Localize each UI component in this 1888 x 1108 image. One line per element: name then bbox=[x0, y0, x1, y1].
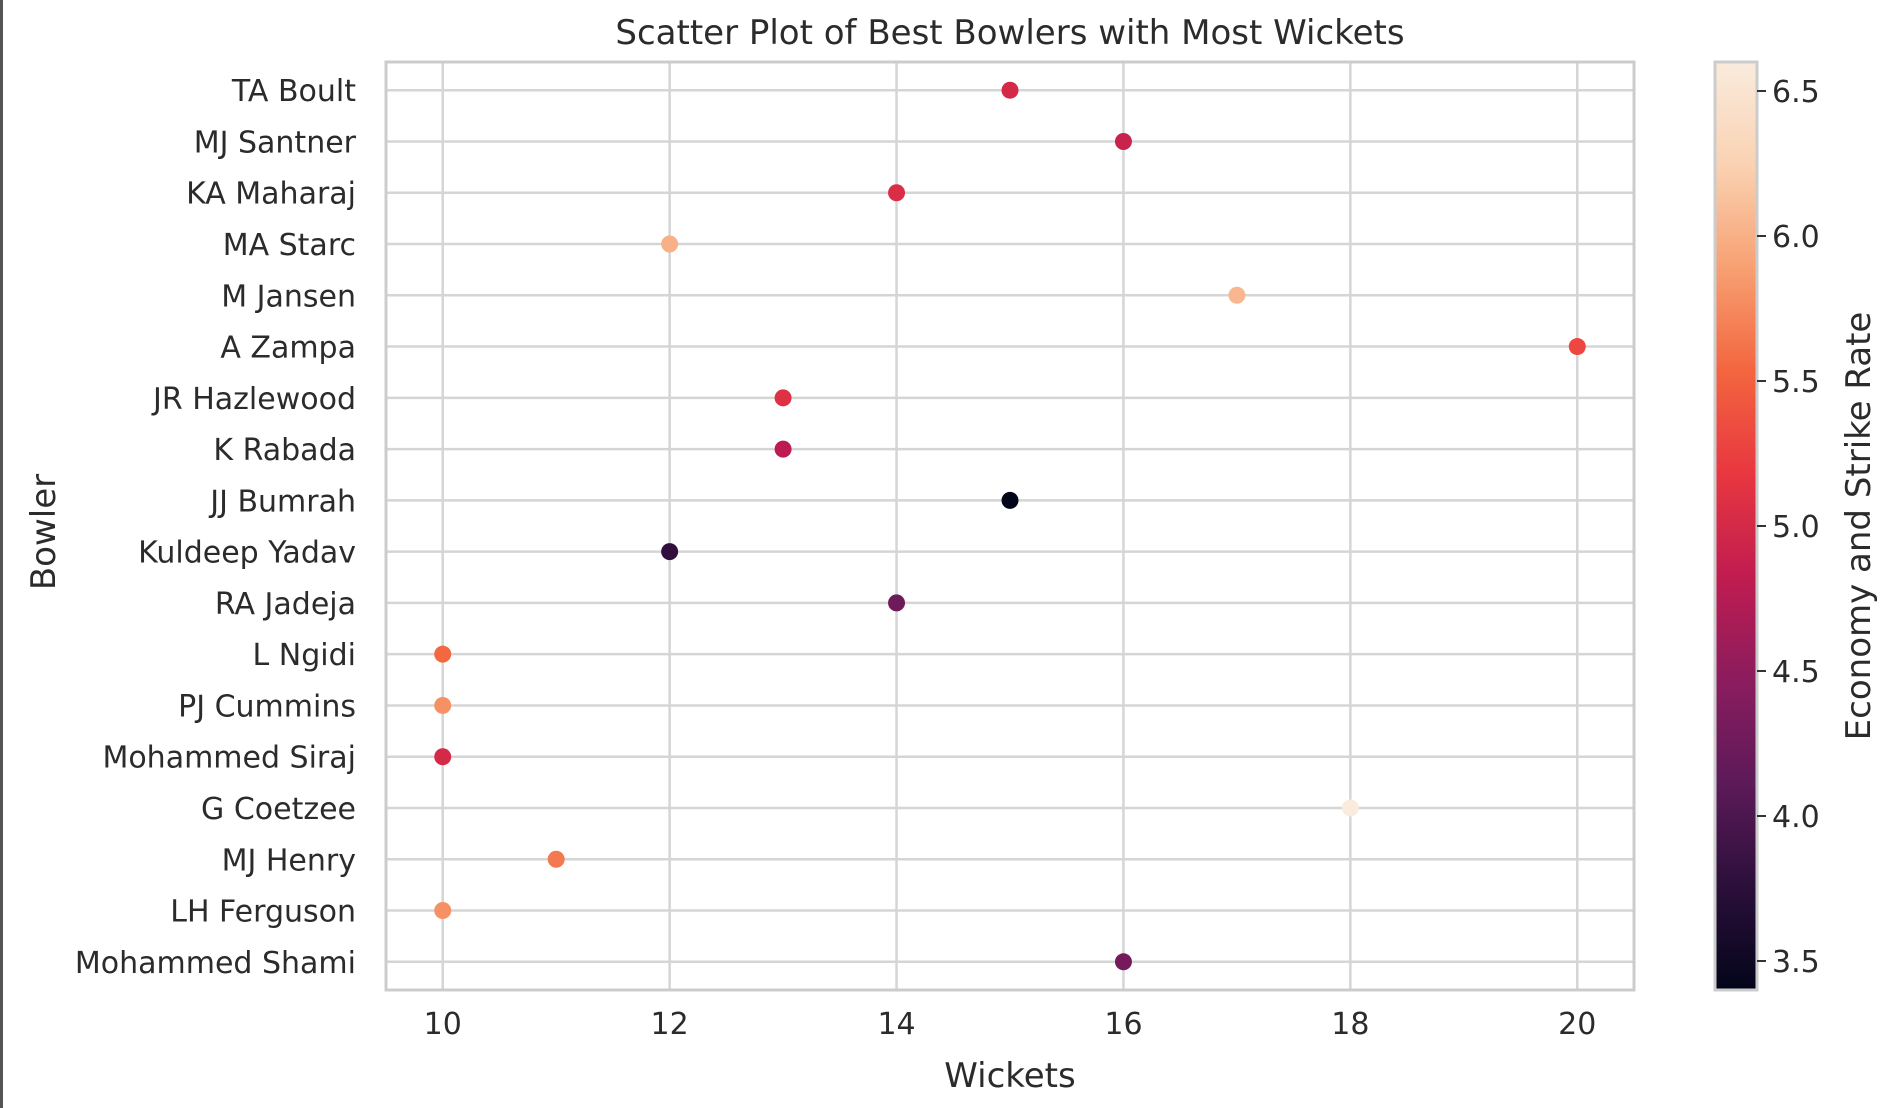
y-tick-label: PJ Cummins bbox=[178, 689, 356, 724]
colorbar-ticks: 3.5 4.0 4.5 5.0 5.5 6.0 6.5 bbox=[1757, 75, 1820, 980]
window-edge bbox=[0, 0, 3, 1108]
data-points bbox=[434, 81, 1586, 971]
data-point bbox=[1228, 286, 1246, 304]
colorbar-tick-label: 4.0 bbox=[1772, 800, 1820, 835]
data-point bbox=[1341, 799, 1359, 817]
data-point bbox=[1001, 491, 1019, 509]
x-tick-label: 20 bbox=[1558, 1007, 1596, 1042]
x-tick-label: 12 bbox=[651, 1007, 689, 1042]
y-tick-label: G Coetzee bbox=[201, 792, 356, 827]
y-tick-label: A Zampa bbox=[220, 331, 356, 366]
y-tick-label: TA Boult bbox=[231, 74, 356, 109]
x-tick-label: 14 bbox=[877, 1007, 915, 1042]
y-tick-label: L Ngidi bbox=[253, 638, 356, 673]
colorbar-tick-label: 6.5 bbox=[1772, 75, 1820, 110]
x-tick-label: 10 bbox=[424, 1007, 462, 1042]
x-tick-label: 16 bbox=[1104, 1007, 1142, 1042]
data-point bbox=[1568, 338, 1586, 356]
data-point bbox=[1001, 81, 1019, 99]
y-tick-label: RA Jadeja bbox=[215, 587, 356, 622]
plot-area bbox=[384, 60, 1636, 992]
y-tick-label: Mohammed Siraj bbox=[102, 741, 356, 776]
colorbar-tick-label: 3.5 bbox=[1772, 945, 1820, 980]
y-tick-label: Kuldeep Yadav bbox=[138, 536, 356, 571]
data-point bbox=[661, 235, 679, 253]
data-point bbox=[774, 440, 792, 458]
grid bbox=[386, 62, 1634, 990]
y-tick-label: JJ Bumrah bbox=[208, 484, 356, 519]
colorbar-tick-label: 6.0 bbox=[1772, 220, 1820, 255]
y-tick-label: MA Starc bbox=[223, 228, 356, 263]
y-tick-label: M Jansen bbox=[221, 279, 356, 314]
y-tick-labels: TA Boult MJ Santner KA Maharaj MA Starc M Ja… bbox=[75, 74, 357, 981]
y-tick-label: KA Maharaj bbox=[186, 177, 356, 212]
data-point bbox=[547, 850, 565, 868]
y-tick-label: Mohammed Shami bbox=[75, 946, 356, 981]
data-point bbox=[661, 543, 679, 561]
data-point bbox=[434, 696, 452, 714]
y-tick-label: LH Ferguson bbox=[170, 895, 356, 930]
colorbar-tick-label: 4.5 bbox=[1772, 655, 1820, 690]
colorbar-tick-label: 5.5 bbox=[1772, 365, 1820, 400]
data-point bbox=[774, 389, 792, 407]
data-point bbox=[434, 645, 452, 663]
colorbar-label: Economy and Strike Rate bbox=[1839, 312, 1879, 741]
colorbar bbox=[1713, 60, 1759, 992]
data-point bbox=[434, 902, 452, 920]
data-point bbox=[434, 748, 452, 766]
chart-title: Scatter Plot of Best Bowlers with Most W… bbox=[615, 13, 1404, 53]
data-point bbox=[888, 594, 906, 612]
x-tick-labels: 10 12 14 16 18 20 bbox=[424, 1007, 1597, 1042]
x-tick-label: 18 bbox=[1331, 1007, 1369, 1042]
y-tick-label: MJ Santner bbox=[194, 125, 357, 160]
x-axis-label: Wickets bbox=[944, 1056, 1075, 1096]
data-point bbox=[1114, 953, 1132, 971]
y-axis-label: Bowler bbox=[24, 474, 64, 590]
y-tick-label: K Rabada bbox=[213, 433, 356, 468]
y-tick-label: JR Hazlewood bbox=[151, 382, 356, 417]
data-point bbox=[888, 184, 906, 202]
colorbar-tick-label: 5.0 bbox=[1772, 510, 1820, 545]
y-tick-label: MJ Henry bbox=[222, 843, 356, 878]
data-point bbox=[1114, 132, 1132, 150]
